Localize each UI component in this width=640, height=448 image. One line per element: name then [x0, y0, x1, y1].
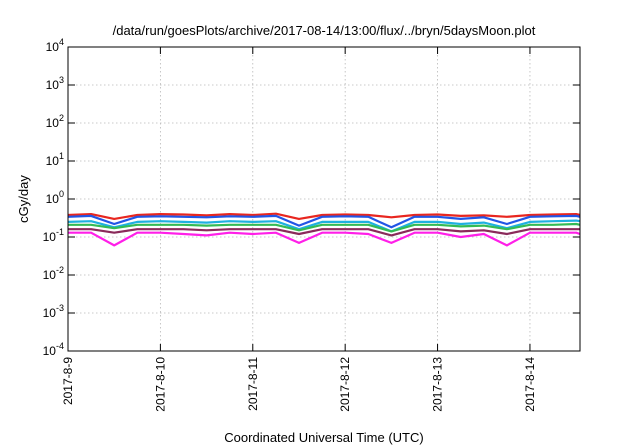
x-tick-label: 2017-8-14 — [523, 357, 537, 412]
x-tick-labels: 2017-8-9 2017-8-10 2017-8-11 2017-8-12 2017-… — [61, 357, 537, 412]
series-line-5 — [68, 228, 580, 237]
x-tick-label: 2017-8-12 — [338, 357, 352, 412]
series-line-3 — [67, 219, 581, 233]
x-tick-label: 2017-8-10 — [153, 357, 167, 412]
y-tick-label: 103 — [46, 75, 64, 92]
y-axis-label: cGy/day — [16, 175, 31, 223]
series-line-2 — [67, 214, 581, 229]
y-tick-label: 10-3 — [43, 303, 64, 320]
y-tick-label: 101 — [46, 151, 64, 168]
series-group — [67, 212, 581, 247]
y-tick-label: 102 — [46, 113, 64, 130]
series-line-1 — [67, 212, 581, 220]
x-tick-label: 2017-8-9 — [61, 357, 75, 405]
chart-title: /data/run/goesPlots/archive/2017-08-14/1… — [113, 23, 536, 38]
series-line-4 — [68, 222, 581, 233]
grid — [68, 47, 580, 351]
y-tick-label: 10-4 — [43, 341, 64, 358]
y-tick-label: 100 — [46, 189, 64, 206]
y-tick-labels: 10-4 10-3 10-2 10-1 100 101 102 103 104 — [43, 37, 64, 358]
ticks — [67, 46, 580, 352]
series-line-6 — [68, 231, 581, 247]
x-axis-label: Coordinated Universal Time (UTC) — [224, 430, 423, 445]
y-tick-label: 10-2 — [43, 265, 64, 282]
x-tick-label: 2017-8-13 — [431, 357, 445, 412]
y-tick-label: 10-1 — [43, 227, 64, 244]
y-tick-label: 104 — [46, 37, 64, 54]
x-tick-label: 2017-8-11 — [246, 357, 260, 411]
